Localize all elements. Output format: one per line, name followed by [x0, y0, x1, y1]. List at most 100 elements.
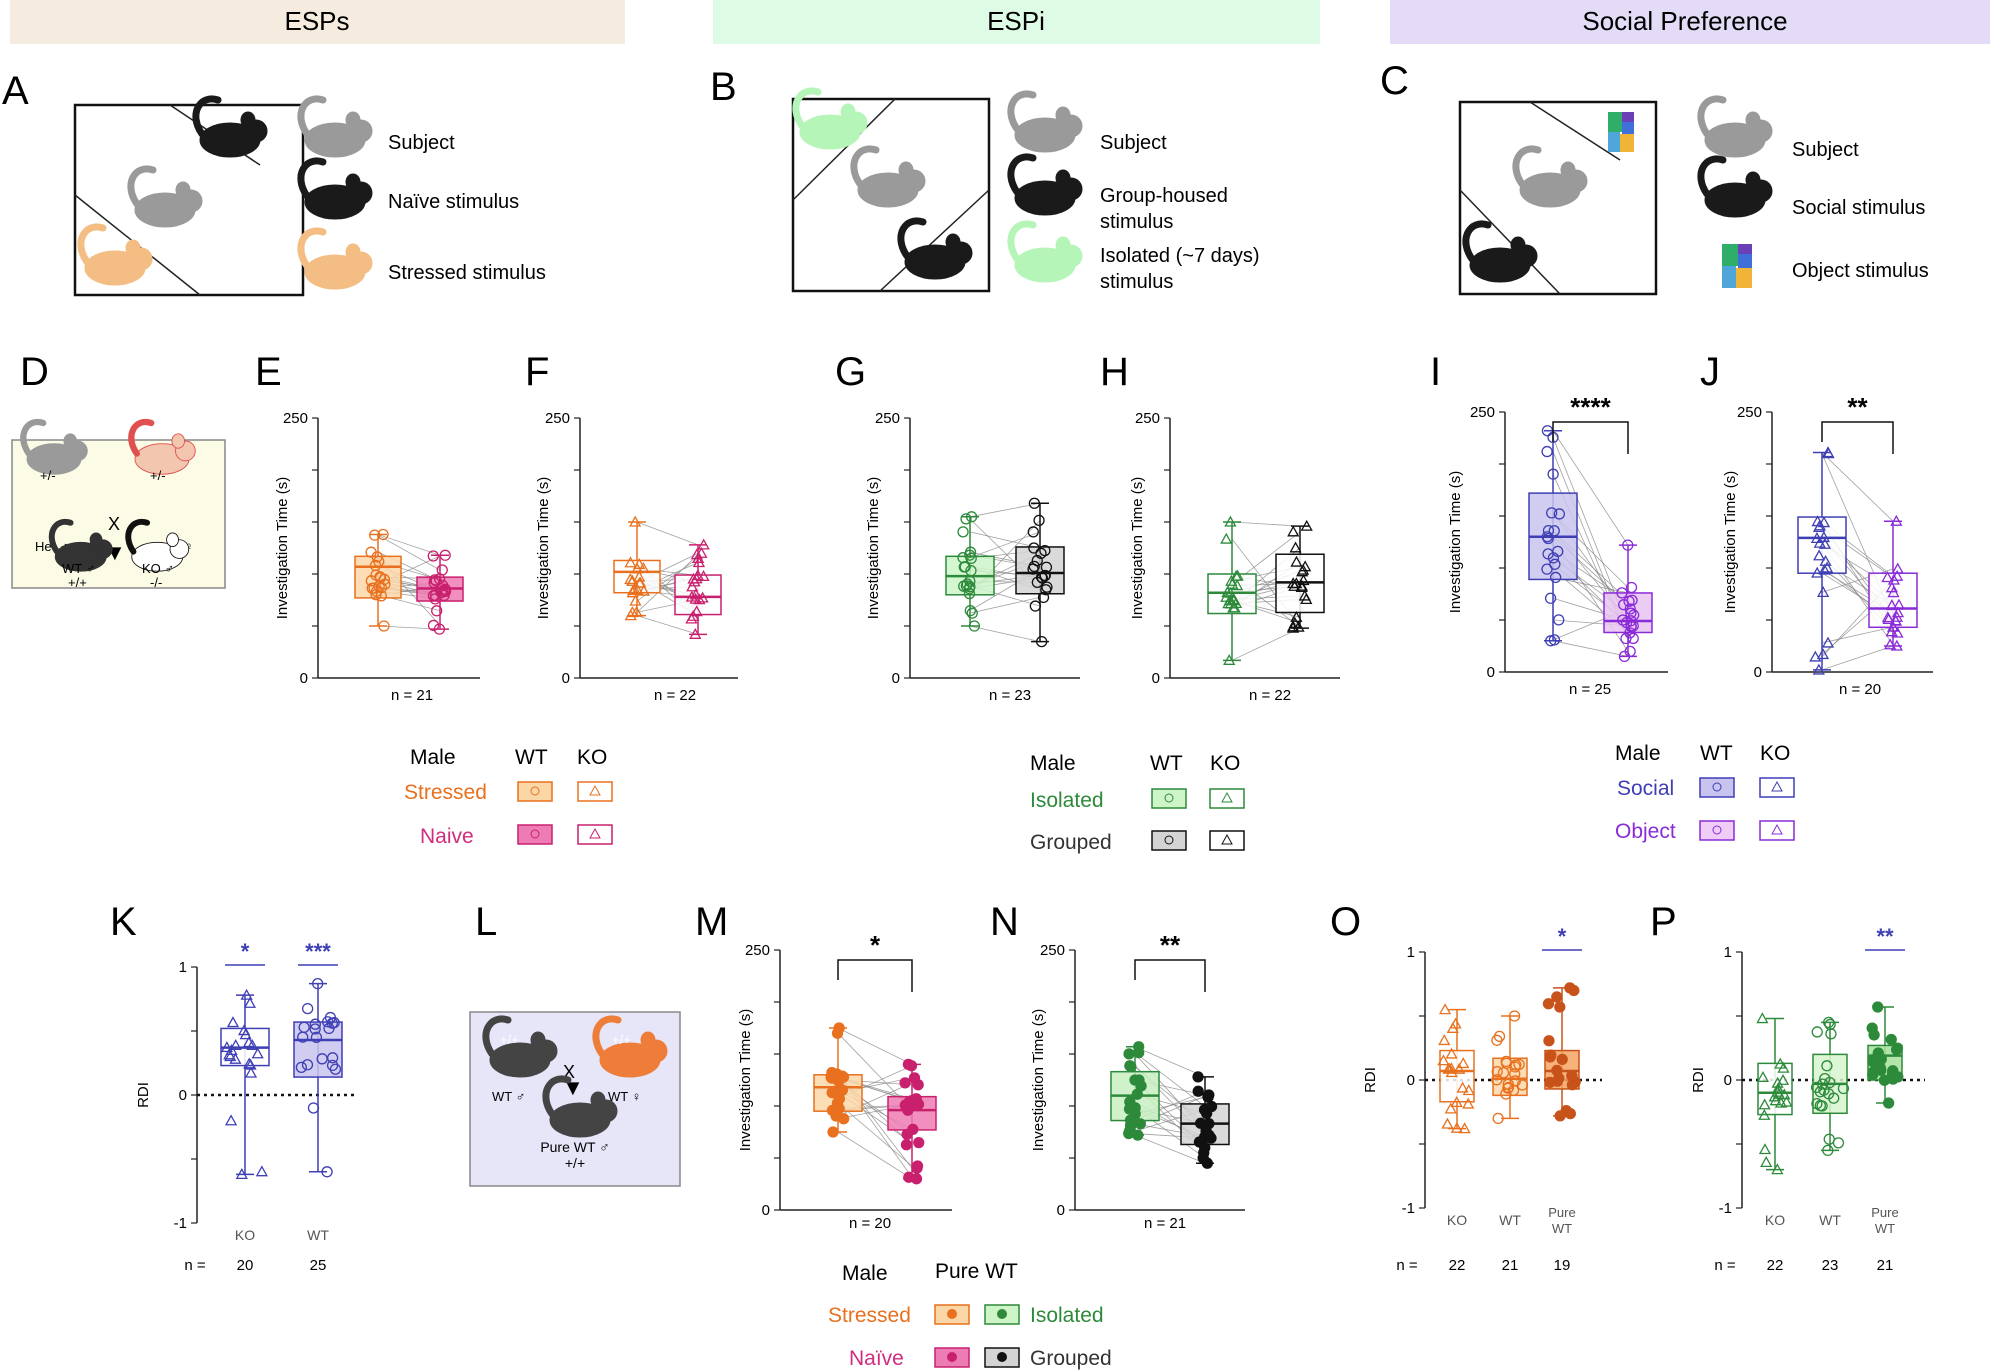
data-point: [1544, 1051, 1556, 1063]
data-point: [1872, 1001, 1884, 1013]
data-point: [371, 551, 383, 563]
data-point: [637, 584, 650, 596]
cross-d-x: X: [108, 514, 120, 534]
cross-l-child-geno: +/+: [565, 1155, 585, 1171]
significance-bracket: [837, 959, 913, 992]
n-value: 23: [1822, 1257, 1839, 1274]
n-label: n = 23: [989, 687, 1031, 704]
significance-bracket: [1552, 421, 1629, 454]
data-point: [1508, 1010, 1521, 1022]
data-point: [235, 1168, 248, 1180]
data-point: [965, 552, 977, 565]
data-point: [243, 996, 257, 1008]
data-point: [430, 575, 442, 587]
panel-letter-d: D: [20, 350, 49, 394]
panel-letters: A B C D E F G H I J K L M N O P: [2, 59, 1720, 944]
data-point: [1296, 565, 1309, 577]
chart-m: 0 250 Investigation Time (s) * n = 20: [737, 930, 952, 1232]
legend-espi-row-grouped: Grouped: [1030, 831, 1112, 854]
arena-a: [73, 99, 305, 297]
data-point: [1623, 595, 1635, 608]
paired-line: [837, 1102, 913, 1167]
legend-social-mouse-c: [1701, 159, 1772, 217]
paired-line: [837, 1131, 913, 1180]
data-point: [1837, 1082, 1850, 1095]
data-point: [1456, 1081, 1469, 1093]
y-axis-label: Investigation Time (s): [1447, 471, 1464, 614]
legend-social-circle-marker: [1712, 782, 1722, 792]
data-point: [1812, 663, 1825, 675]
legend-isolated-mouse-b: [1011, 224, 1082, 282]
data-point: [838, 1113, 850, 1125]
data-point: [1824, 1018, 1836, 1031]
n-prefix: n =: [184, 1257, 206, 1274]
data-point: [1509, 1075, 1521, 1087]
category-label: Pure: [1548, 1205, 1575, 1220]
data-point: [1289, 541, 1302, 553]
data-point: [626, 574, 639, 586]
data-point: [1028, 497, 1041, 509]
data-point: [1817, 1078, 1829, 1090]
panel-letter-l: L: [475, 900, 497, 944]
legend-pure-subtitle: Pure WT: [935, 1260, 1018, 1283]
legend-pure: Male Pure WT Stressed Naïve Isolated Gro…: [828, 1260, 1112, 1370]
data-point: [1891, 562, 1904, 574]
data-point: [1814, 1099, 1826, 1112]
data-point: [251, 1047, 264, 1059]
data-point: [427, 550, 439, 562]
legend-a-naive: Naïve stimulus: [388, 191, 519, 213]
data-point: [899, 1099, 911, 1111]
category-label: WT: [1499, 1212, 1521, 1228]
data-point: [1771, 1163, 1784, 1175]
data-point: [1556, 1053, 1568, 1066]
data-point: [908, 1072, 921, 1084]
y-tick-label: 0: [1057, 1202, 1065, 1219]
data-point: [1298, 589, 1311, 601]
data-point: [1036, 635, 1048, 648]
chart-j: 0 250 Investigation Time (s) ** n = 20: [1722, 392, 1933, 698]
data-point: [1811, 1026, 1823, 1038]
data-point: [1035, 547, 1047, 559]
data-point: [960, 513, 972, 525]
paired-line: [1821, 626, 1894, 644]
data-point: [1553, 508, 1566, 520]
chart-n: 0 250 Investigation Time (s) ** n = 21: [1030, 930, 1245, 1232]
data-point: [438, 584, 451, 597]
data-point: [1035, 571, 1048, 583]
data-point: [312, 977, 324, 990]
data-point: [1780, 1095, 1793, 1107]
data-point: [913, 1137, 925, 1149]
data-point: [239, 1028, 252, 1040]
data-point: [1628, 609, 1640, 621]
panel-letter-e: E: [255, 350, 282, 394]
panel-letter-i: I: [1430, 350, 1441, 394]
data-point: [1771, 1082, 1785, 1094]
y-axis-label: Investigation Time (s): [1722, 471, 1739, 614]
data-point: [1200, 1107, 1213, 1120]
y-tick-label: 0: [300, 670, 308, 687]
paired-line: [636, 554, 699, 613]
data-point: [633, 557, 646, 569]
data-point: [298, 1021, 310, 1033]
n-value: 22: [1449, 1257, 1466, 1274]
legend-social-triangle-marker: [1771, 780, 1783, 792]
data-point: [1817, 586, 1830, 598]
data-point: [1124, 1114, 1137, 1126]
data-point: [965, 564, 977, 577]
cross-d-p2-geno: +/-: [150, 468, 166, 483]
data-point: [1029, 600, 1041, 612]
y-tick-label: 250: [875, 410, 900, 427]
data-point: [963, 583, 976, 595]
legend-esps-swatch: [517, 824, 553, 845]
data-point: [1546, 507, 1558, 519]
data-point: [1813, 549, 1826, 561]
data-point: [624, 573, 637, 585]
data-point: [1027, 563, 1039, 575]
legend-social-triangle-marker: [1771, 823, 1783, 835]
data-point: [310, 1031, 323, 1043]
data-point: [1816, 648, 1830, 660]
data-point: [309, 1023, 321, 1035]
cross-d-child2: KO ♂: [142, 561, 174, 576]
header-espi: ESPi: [987, 6, 1045, 36]
y-axis-label: Investigation Time (s): [737, 1009, 754, 1152]
